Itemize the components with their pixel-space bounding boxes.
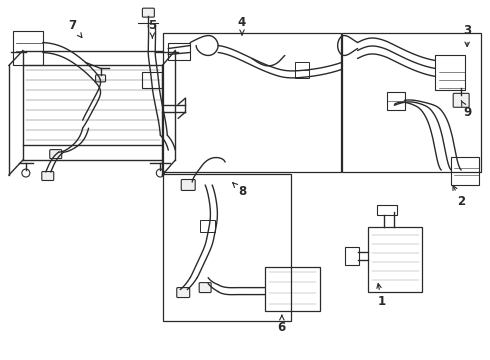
Bar (368, 227, 422, 292)
Bar (388, 92, 405, 110)
Bar (168, 42, 190, 60)
Text: 6: 6 (278, 315, 286, 334)
FancyBboxPatch shape (143, 8, 154, 17)
Bar (200, 220, 215, 232)
Bar (342, 32, 481, 172)
FancyBboxPatch shape (50, 150, 62, 159)
Bar (163, 174, 291, 321)
Text: 4: 4 (238, 16, 246, 35)
Bar (163, 32, 341, 172)
FancyBboxPatch shape (177, 288, 190, 298)
Text: 1: 1 (377, 284, 386, 308)
Text: 3: 3 (463, 24, 471, 46)
FancyBboxPatch shape (42, 171, 54, 180)
Bar (143, 72, 162, 88)
Bar (377, 205, 397, 215)
FancyBboxPatch shape (453, 93, 469, 107)
FancyBboxPatch shape (181, 180, 195, 190)
Bar (435, 55, 465, 90)
Text: 2: 2 (453, 186, 465, 208)
Bar (451, 157, 479, 185)
Text: 9: 9 (461, 100, 471, 119)
Text: 8: 8 (233, 183, 246, 198)
Bar (295, 62, 309, 78)
FancyBboxPatch shape (199, 283, 211, 293)
Bar (13, 31, 43, 66)
Text: 5: 5 (148, 19, 156, 38)
Bar (344, 247, 359, 265)
FancyBboxPatch shape (96, 75, 105, 82)
Bar (265, 267, 319, 311)
Text: 7: 7 (69, 19, 82, 37)
